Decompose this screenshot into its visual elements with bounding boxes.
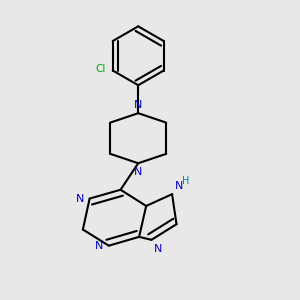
Text: N: N <box>95 241 103 251</box>
Text: N: N <box>154 244 162 254</box>
Text: N: N <box>134 167 142 177</box>
Text: H: H <box>182 176 190 186</box>
Text: N: N <box>134 100 142 110</box>
Text: N: N <box>76 194 84 204</box>
Text: Cl: Cl <box>95 64 105 74</box>
Text: N: N <box>175 181 183 190</box>
